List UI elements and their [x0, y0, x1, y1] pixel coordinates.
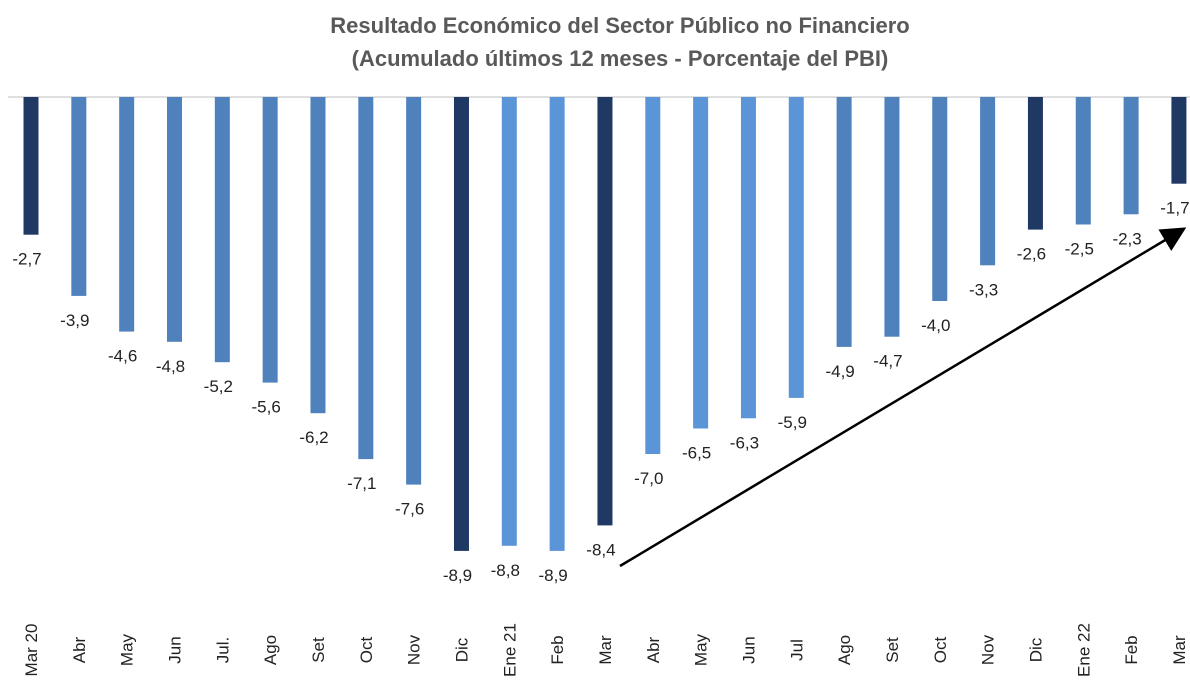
- x-tick-label: May: [692, 633, 711, 666]
- value-label: -2,5: [1065, 240, 1094, 259]
- chart-subtitle: (Acumulado últimos 12 meses - Porcentaje…: [352, 46, 889, 71]
- x-tick-label: Abr: [70, 636, 89, 663]
- value-label: -4,6: [108, 347, 137, 366]
- x-tick-label: Mar: [596, 635, 615, 665]
- bar: [71, 97, 87, 296]
- bar: [262, 97, 278, 383]
- value-label: -6,5: [682, 444, 711, 463]
- bar: [740, 97, 756, 419]
- x-tick-label: Ago: [261, 635, 280, 665]
- x-tick-label: Feb: [1122, 635, 1141, 664]
- value-label: -8,8: [491, 561, 520, 580]
- x-tick-label: Jun: [739, 636, 758, 663]
- bar: [310, 97, 326, 414]
- bar: [1171, 97, 1187, 184]
- x-tick-label: Mar: [1170, 635, 1189, 665]
- x-tick-label: Set: [309, 637, 328, 663]
- value-label: -7,0: [634, 469, 663, 488]
- value-label: -2,3: [1112, 229, 1141, 248]
- bar: [23, 97, 39, 235]
- bar: [406, 97, 422, 485]
- value-label: -4,0: [921, 316, 950, 335]
- value-label: -7,6: [395, 500, 424, 519]
- x-tick-label: Set: [883, 637, 902, 663]
- bar: [597, 97, 613, 526]
- x-tick-label: Oct: [357, 637, 376, 664]
- value-label: -5,2: [204, 377, 233, 396]
- value-label: -1,7: [1160, 199, 1189, 218]
- x-tick-label: Dic: [1026, 637, 1045, 662]
- value-label: -3,9: [60, 311, 89, 330]
- value-label: -4,9: [825, 362, 854, 381]
- bar: [166, 97, 182, 342]
- x-tick-label: Oct: [931, 637, 950, 664]
- bar: [1027, 97, 1043, 230]
- value-label: -7,1: [347, 474, 376, 493]
- bar: [214, 97, 230, 363]
- x-tick-label: Jul: [787, 639, 806, 661]
- value-label: -5,9: [778, 413, 807, 432]
- x-tick-label: Jul.: [213, 637, 232, 663]
- bar: [788, 97, 804, 398]
- value-label: -4,8: [156, 357, 185, 376]
- value-label: -3,3: [969, 280, 998, 299]
- value-label: -5,6: [252, 398, 281, 417]
- bar: [836, 97, 852, 347]
- x-tick-label: Feb: [548, 635, 567, 664]
- x-tick-label: Nov: [979, 634, 998, 665]
- x-tick-label: Dic: [452, 637, 471, 662]
- value-label: -8,9: [443, 566, 472, 585]
- bar: [1123, 97, 1139, 215]
- value-label: -8,9: [538, 566, 567, 585]
- bar: [980, 97, 996, 266]
- x-tick-label: May: [118, 633, 137, 666]
- bar: [932, 97, 948, 301]
- bar: [358, 97, 374, 460]
- value-label: -8,4: [586, 540, 615, 559]
- x-tick-label: Abr: [644, 636, 663, 663]
- x-tick-label: Ene 21: [500, 623, 519, 677]
- bar: [549, 97, 565, 551]
- bar: [501, 97, 517, 546]
- x-tick-label: Ene 22: [1074, 623, 1093, 677]
- value-label: -6,3: [730, 433, 759, 452]
- value-label: -4,7: [873, 352, 902, 371]
- bar: [693, 97, 709, 429]
- value-label: -2,7: [12, 250, 41, 269]
- trend-arrow: [619, 227, 1187, 568]
- x-tick-label: Nov: [405, 634, 424, 665]
- x-tick-label: Jun: [165, 636, 184, 663]
- bar: [645, 97, 661, 454]
- value-label: -6,2: [299, 428, 328, 447]
- bar: [884, 97, 900, 337]
- bar: [453, 97, 469, 551]
- value-label: -2,6: [1017, 245, 1046, 264]
- bar: [119, 97, 135, 332]
- chart-title: Resultado Económico del Sector Público n…: [330, 13, 909, 38]
- bar: [1075, 97, 1091, 225]
- x-tick-label: Mar 20: [22, 624, 41, 677]
- x-tick-label: Ago: [835, 635, 854, 665]
